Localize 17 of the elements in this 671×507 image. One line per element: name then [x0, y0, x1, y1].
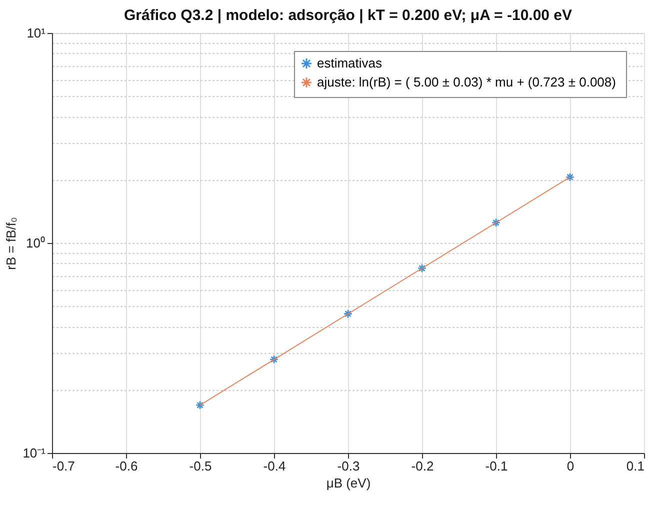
- x-tick-label: -0.2: [411, 458, 434, 474]
- x-tick-label: -0.1: [485, 458, 508, 474]
- x-tick-label: -0.3: [337, 458, 360, 474]
- legend-label: ajuste: ln(rB) = ( 5.00 ± 0.03) * mu + (0.723 ± 0.008): [317, 74, 616, 90]
- x-tick-label: -0.6: [115, 458, 138, 474]
- chart-title: Gráfico Q3.2 | modelo: adsorção | kT = 0.200 eV; μA = -10.00 eV: [124, 7, 572, 24]
- y-tick-label: 10¹: [26, 26, 46, 40]
- x-tick-label: -0.5: [189, 458, 212, 474]
- x-tick-label: -0.4: [263, 458, 286, 474]
- x-tick-label: 0: [566, 458, 574, 474]
- x-axis-title: μB (eV): [326, 476, 371, 490]
- legend-label: estimativas: [317, 56, 383, 70]
- y-tick-label: 10⁰: [26, 236, 46, 250]
- x-tick-label: -0.7: [52, 458, 75, 474]
- y-tick-label: 10⁻¹: [22, 446, 46, 460]
- y-axis-title: rB = fB/f₀: [4, 217, 19, 270]
- x-tick-label: 0.1: [626, 458, 644, 474]
